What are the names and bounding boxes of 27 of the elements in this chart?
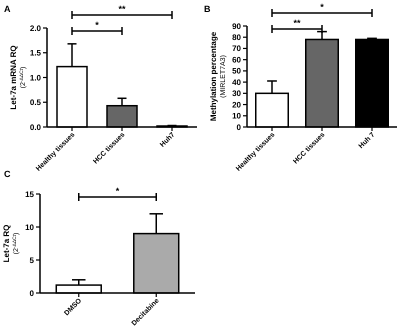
chart-title: A <box>4 4 11 14</box>
y-tick-label: 30 <box>232 89 242 98</box>
y-tick-label: 50 <box>232 66 242 76</box>
y-tick-label: 2.0 <box>30 24 42 33</box>
y-tick-label: 0.0 <box>30 122 42 132</box>
annotation: * <box>95 20 100 30</box>
y-tick-label: 1.5 <box>30 48 42 58</box>
y-tick-label: 0 <box>30 288 35 298</box>
y-tick-label: 15 <box>25 190 35 199</box>
annotation: * <box>116 186 120 196</box>
y-tick-label: 1.0 <box>30 73 42 82</box>
chart-title: B <box>204 4 211 14</box>
y-tick-label: 80 <box>232 33 242 42</box>
y-tick-label: 10 <box>25 222 35 232</box>
y-tick-label: 20 <box>232 100 242 110</box>
y-tick-label: 90 <box>232 22 242 31</box>
y-tick-label: 0 <box>236 122 242 132</box>
y-tick-label: 5 <box>30 256 35 265</box>
chart-title: C <box>4 169 11 179</box>
y-tick-label: 60 <box>232 55 242 64</box>
text: ** <box>118 4 126 14</box>
y-tick-label: 0.5 <box>30 98 42 108</box>
y-tick-label: 40 <box>232 78 242 87</box>
y-tick-label: 70 <box>232 44 242 54</box>
text: * <box>320 2 324 12</box>
annotation: ** <box>293 18 301 28</box>
y-tick-label: 10 <box>232 112 242 121</box>
